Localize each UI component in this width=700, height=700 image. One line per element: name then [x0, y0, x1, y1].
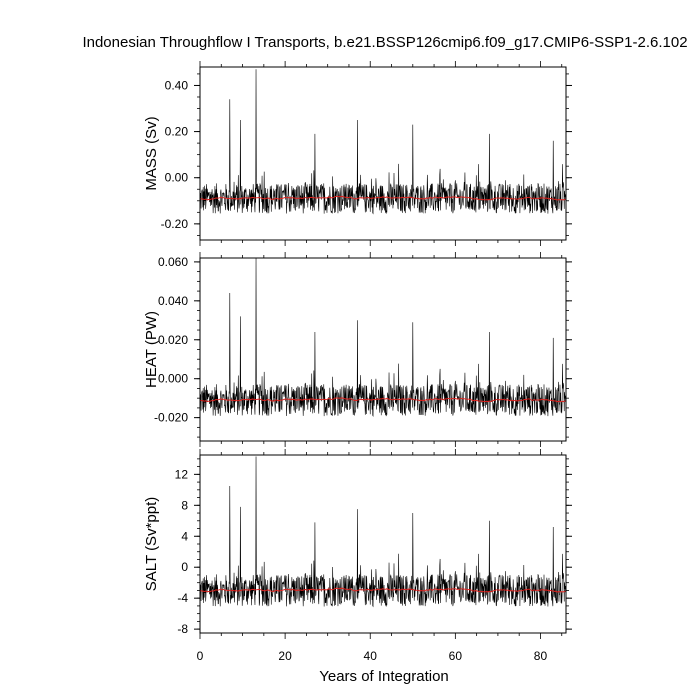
x-axis-label: Years of Integration [319, 668, 449, 685]
x-tick-label: 40 [364, 649, 378, 663]
x-tick-label: 0 [197, 649, 204, 663]
plot-frame [199, 454, 567, 634]
panel-salt: -8 -4 0 4 8 12 SALT (Sv*ppt) [143, 449, 572, 639]
y-tick-label: 0.060 [158, 255, 188, 269]
annual-mean-line [199, 195, 566, 201]
y-tick-label: 0.40 [165, 78, 189, 92]
y-tick-label: -4 [177, 591, 188, 605]
plot-frame [199, 66, 567, 241]
panels: -0.20 0.00 0.20 0.40 MASS (Sv) -0.020 0.000 0.0… [143, 61, 572, 663]
y-tick-label: -0.20 [161, 217, 189, 231]
y-tick-label: 0.020 [158, 333, 188, 347]
x-tick-label: 60 [449, 649, 463, 663]
annual-mean-line [199, 587, 566, 593]
y-tick-label: 0 [181, 560, 188, 574]
y-tick-label: 12 [175, 467, 189, 481]
y-axis-label: MASS (Sv) [143, 116, 160, 190]
y-axis-label: HEAT (PW) [143, 311, 160, 388]
y-tick-label: 0.000 [158, 372, 188, 386]
y-tick-label: 8 [181, 498, 188, 512]
chart-title: Indonesian Throughflow I Transports, b.e… [82, 34, 687, 51]
monthly-series-line [199, 456, 566, 608]
y-tick-label: 0.040 [158, 294, 188, 308]
y-tick-label: 0.00 [165, 171, 189, 185]
y-axis-label: SALT (Sv*ppt) [143, 497, 160, 591]
panel-mass: -0.20 0.00 0.20 0.40 MASS (Sv) [143, 61, 572, 246]
monthly-series-line [199, 257, 566, 417]
x-tick-label: 80 [534, 649, 548, 663]
y-tick-label: -8 [177, 622, 188, 636]
x-tick-labels: 0 20 40 60 80 [197, 649, 548, 663]
y-tick-label: 0.20 [165, 125, 189, 139]
y-tick-label: 4 [181, 529, 188, 543]
panel-heat: -0.020 0.000 0.020 0.040 0.060 HEAT (PW) [143, 252, 572, 447]
y-tick-label: -0.020 [154, 411, 188, 425]
x-tick-label: 20 [278, 649, 292, 663]
monthly-series-line [199, 69, 566, 215]
annual-mean-line [199, 397, 566, 403]
